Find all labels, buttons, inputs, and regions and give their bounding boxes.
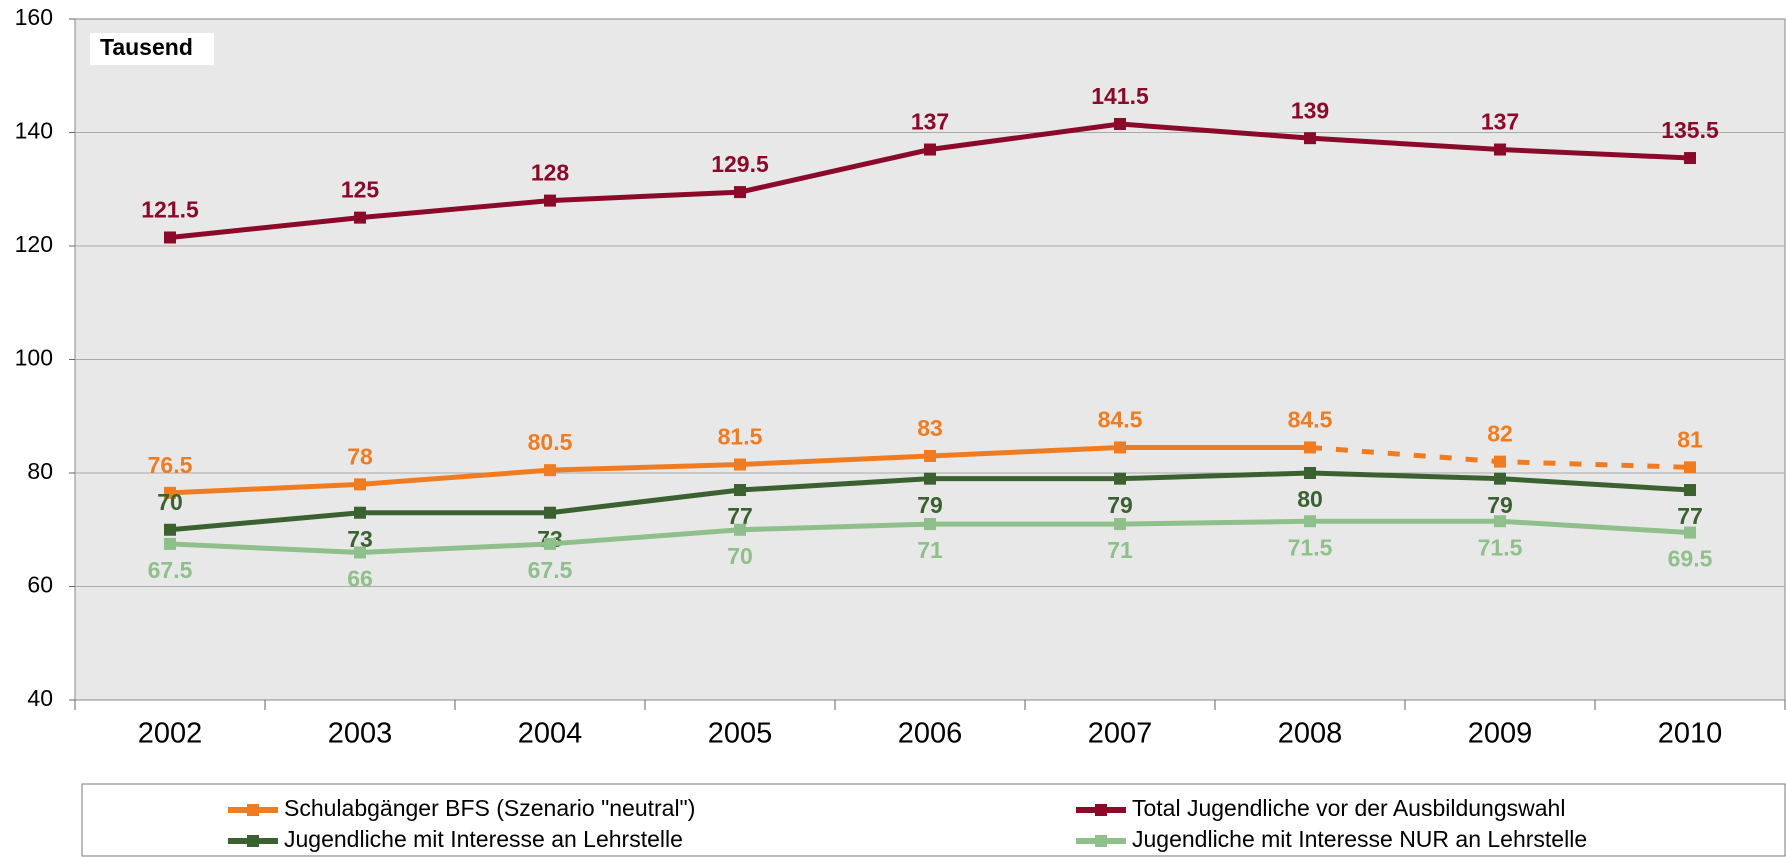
marker <box>734 484 746 497</box>
marker <box>544 464 556 477</box>
x-tick-label: 2010 <box>1658 718 1723 750</box>
marker <box>164 486 176 499</box>
data-label: 71.5 <box>1288 534 1333 560</box>
data-label: 71 <box>917 537 943 563</box>
data-label: 84.5 <box>1288 407 1333 433</box>
legend-marker <box>1095 804 1107 816</box>
data-label: 67.5 <box>148 557 193 583</box>
data-label: 70 <box>727 543 753 569</box>
marker <box>1684 152 1696 165</box>
data-label: 84.5 <box>1098 407 1143 433</box>
marker <box>354 506 366 519</box>
legend-marker <box>247 804 259 816</box>
y-tick-label: 100 <box>15 345 53 371</box>
data-label: 128 <box>531 160 570 186</box>
marker <box>924 472 936 485</box>
y-tick-label: 80 <box>27 458 53 484</box>
data-label: 79 <box>1487 492 1513 518</box>
data-label: 125 <box>341 177 380 203</box>
data-label: 139 <box>1291 97 1329 123</box>
x-tick-label: 2008 <box>1278 718 1343 750</box>
data-label: 121.5 <box>141 197 199 223</box>
marker <box>1494 472 1506 485</box>
marker <box>924 449 936 462</box>
data-label: 66 <box>347 566 373 592</box>
x-tick-label: 2009 <box>1468 718 1533 750</box>
marker <box>1304 467 1316 479</box>
legend-label: Jugendliche mit Interesse NUR an Lehrste… <box>1132 826 1587 852</box>
marker <box>924 143 936 156</box>
legend-label: Jugendliche mit Interesse an Lehrstelle <box>284 826 683 852</box>
marker <box>1114 441 1126 454</box>
marker <box>1684 484 1696 497</box>
y-tick-label: 60 <box>27 572 53 598</box>
marker <box>924 518 936 531</box>
marker <box>354 211 366 224</box>
marker <box>1684 526 1696 539</box>
marker <box>1494 515 1506 528</box>
data-label: 77 <box>1677 503 1703 529</box>
data-label: 83 <box>917 415 943 441</box>
marker <box>734 458 746 471</box>
data-label: 137 <box>1481 109 1519 135</box>
data-label: 70 <box>157 489 183 515</box>
legend-label: Total Jugendliche vor der Ausbildungswah… <box>1132 795 1565 821</box>
annotation: Tausend <box>100 34 193 60</box>
marker <box>544 506 556 519</box>
data-label: 129.5 <box>711 151 769 177</box>
marker <box>544 537 556 550</box>
marker <box>164 231 176 244</box>
annotation-box <box>90 33 214 65</box>
marker <box>164 537 176 550</box>
y-tick-label: 140 <box>15 118 53 144</box>
y-tick-label: 40 <box>27 685 53 711</box>
legend-marker <box>247 835 259 847</box>
legend <box>81 783 1786 857</box>
marker <box>354 478 366 491</box>
marker <box>1684 461 1696 474</box>
data-label: 81.5 <box>718 424 763 450</box>
data-label: 71.5 <box>1478 534 1523 560</box>
data-label: 137 <box>911 109 949 135</box>
data-label: 69.5 <box>1668 546 1713 572</box>
data-label: 67.5 <box>528 557 573 583</box>
data-label: 135.5 <box>1661 117 1719 143</box>
legend-marker <box>1095 835 1107 847</box>
x-tick-label: 2007 <box>1088 718 1153 750</box>
marker <box>1494 455 1506 468</box>
marker <box>1304 515 1316 528</box>
marker <box>164 523 176 536</box>
marker <box>1114 472 1126 485</box>
data-label: 79 <box>1107 492 1133 518</box>
marker <box>1114 117 1126 130</box>
x-tick-label: 2006 <box>898 718 963 750</box>
data-label: 71 <box>1107 537 1133 563</box>
data-label: 81 <box>1677 426 1703 452</box>
data-label: 82 <box>1487 421 1513 447</box>
y-tick-label: 120 <box>15 231 53 257</box>
marker <box>354 546 366 559</box>
marker <box>734 186 746 199</box>
marker <box>544 194 556 207</box>
marker <box>1304 132 1316 145</box>
marker <box>1114 518 1126 531</box>
marker <box>734 523 746 536</box>
x-tick-label: 2005 <box>708 718 773 750</box>
data-label: 79 <box>917 492 943 518</box>
marker <box>1494 143 1506 156</box>
data-label: 76.5 <box>148 452 193 478</box>
y-tick-label: 160 <box>15 4 53 30</box>
legend-label: Schulabgänger BFS (Szenario "neutral") <box>284 795 695 821</box>
marker <box>1304 441 1316 454</box>
data-label: 141.5 <box>1091 83 1149 109</box>
data-label: 80 <box>1297 486 1323 512</box>
data-label: 80.5 <box>528 429 573 455</box>
data-label: 78 <box>347 443 373 469</box>
x-tick-label: 2004 <box>518 718 583 750</box>
x-tick-label: 2002 <box>138 718 203 750</box>
x-tick-label: 2003 <box>328 718 393 750</box>
